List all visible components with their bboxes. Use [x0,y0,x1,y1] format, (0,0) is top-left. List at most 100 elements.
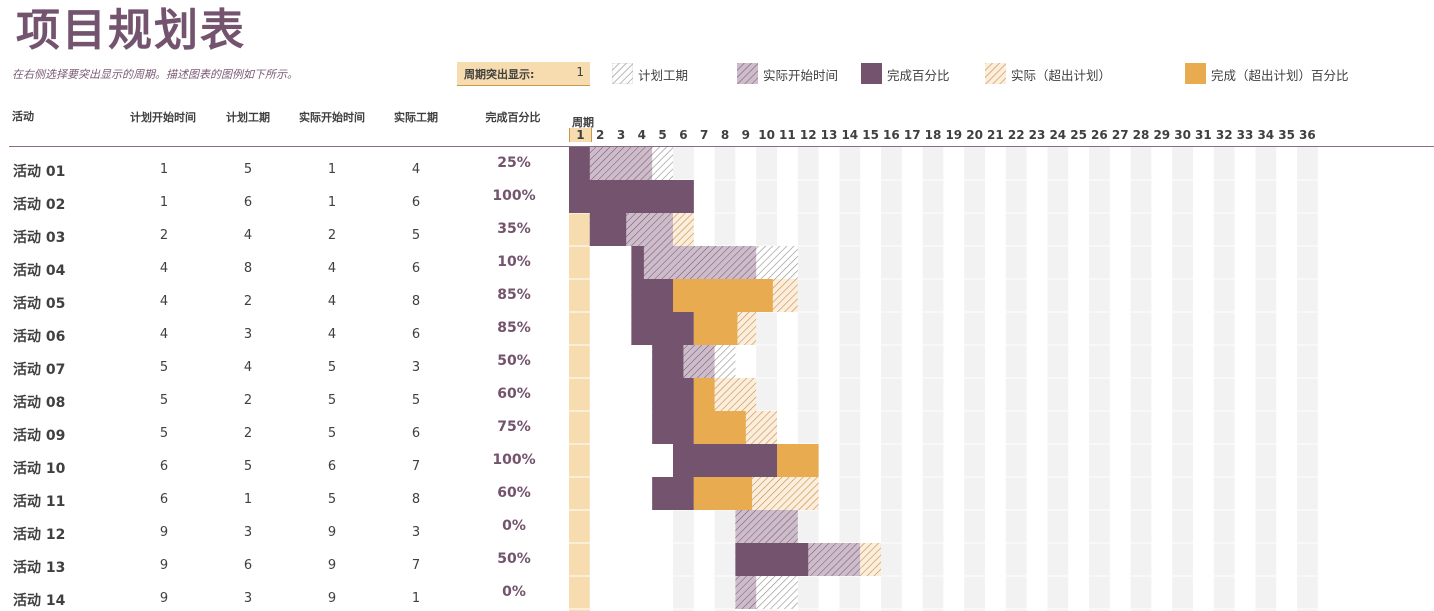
period-highlight-input[interactable]: 1 [576,65,584,79]
period-highlight-control[interactable]: 周期突出显示: 1 [457,62,590,86]
header-period: 周期 [572,116,594,129]
plan-duration-cell: 6 [243,558,253,573]
actual-duration-cell: 4 [411,162,421,177]
complete-over-bar [777,444,819,477]
plan-duration-cell: 6 [243,195,253,210]
complete-bar [652,477,694,510]
percent-cell: 85% [497,320,531,336]
period-stripe [797,147,819,611]
percent-cell: 100% [492,452,536,468]
plan-start-cell: 5 [159,393,169,408]
plan-start-cell: 1 [159,195,169,210]
actual-duration-cell: 5 [411,393,421,408]
percent-cell: 50% [497,551,531,567]
plan-duration-cell: 5 [243,459,253,474]
actual-start-cell: 1 [327,162,337,177]
plan-start-cell: 9 [159,591,169,606]
complete-swatch-icon [861,63,882,84]
period-24: 24 [1049,128,1067,142]
plan-duration-cell: 4 [243,228,253,243]
actual-start-cell: 5 [327,426,337,441]
percent-cell: 50% [497,353,531,369]
page-subtitle: 在右侧选择要突出显示的周期。描述图表的图例如下所示。 [12,68,298,81]
period-9: 9 [741,128,750,142]
page-title: 项目规划表 [16,5,246,56]
complete-bar [569,180,694,213]
complete-bar [652,378,694,411]
period-stripe [1172,147,1193,611]
period-36: 36 [1299,128,1316,142]
period-stripe [922,147,944,611]
period-20: 20 [966,128,983,142]
period-31: 31 [1195,128,1212,142]
activity-name: 活动 06 [13,329,66,345]
header-activity: 活动 [12,110,34,123]
actual-bar [735,510,798,543]
plan-duration-cell: 2 [243,426,253,441]
highlight-column [569,147,590,611]
actual-start-cell: 5 [327,360,337,375]
percent-cell: 100% [492,188,536,204]
plan-start-cell: 4 [159,261,169,276]
actual-swatch-icon [737,63,758,84]
actual-duration-cell: 6 [411,327,421,342]
plan-duration-cell: 2 [243,294,253,309]
percent-cell: 85% [497,287,531,303]
period-2: 2 [596,128,605,142]
period-16: 16 [883,128,900,142]
period-35: 35 [1278,128,1295,142]
period-13: 13 [820,128,838,142]
actual-bar [735,576,757,609]
period-stripe [1213,147,1235,611]
plan-start-cell: 6 [159,492,169,507]
percent-cell: 35% [497,221,531,237]
period-27: 27 [1111,128,1129,142]
actual-start-cell: 9 [327,591,337,606]
actual-duration-cell: 7 [411,558,421,573]
plan-duration-cell: 3 [243,525,253,540]
actual-duration-cell: 3 [411,525,421,540]
activity-name: 活动 09 [13,428,66,444]
plan-start-cell: 1 [159,162,169,177]
actual-start-cell: 9 [327,558,337,573]
period-10: 10 [758,128,775,142]
activity-name: 活动 10 [13,461,66,477]
complete-bar [589,213,627,246]
header-actual-duration: 实际工期 [394,111,438,124]
complete-bar [652,345,684,378]
period-highlight-label: 周期突出显示: [464,68,535,81]
actual-bar [631,246,757,279]
legend-actual-label: 实际开始时间 [763,68,839,83]
actual-start-cell: 4 [327,294,337,309]
percent-cell: 10% [497,254,531,270]
actual-over-bar [673,213,694,246]
period-26: 26 [1091,128,1108,142]
complete-bar [652,411,694,444]
activity-name: 活动 13 [13,560,66,576]
plan-duration-cell: 8 [243,261,253,276]
legend-over-label: 实际（超出计划） [1011,68,1112,83]
period-8: 8 [720,128,730,142]
period-19: 19 [945,128,963,142]
period-stripe [1089,147,1110,611]
actual-start-cell: 9 [327,525,337,540]
percent-cell: 0% [502,518,526,534]
legend-plan-label: 计划工期 [638,68,689,83]
plan-start-cell: 9 [159,525,169,540]
plan-start-cell: 4 [159,327,169,342]
activity-name: 活动 05 [13,296,66,312]
plan-duration-cell: 3 [243,591,253,606]
header-plan-duration: 计划工期 [226,111,270,124]
period-6: 6 [679,128,688,142]
complete-over-swatch-icon [1185,63,1206,84]
period-stripe [1005,147,1027,611]
header-percent: 完成百分比 [485,111,541,124]
complete-over-bar [693,312,738,345]
percent-cell: 60% [497,386,531,402]
period-33: 33 [1236,128,1254,142]
actual-duration-cell: 1 [411,591,421,606]
plan-duration-cell: 3 [243,327,253,342]
period-22: 22 [1007,128,1025,142]
actual-start-cell: 1 [327,195,337,210]
period-5: 5 [658,128,667,142]
